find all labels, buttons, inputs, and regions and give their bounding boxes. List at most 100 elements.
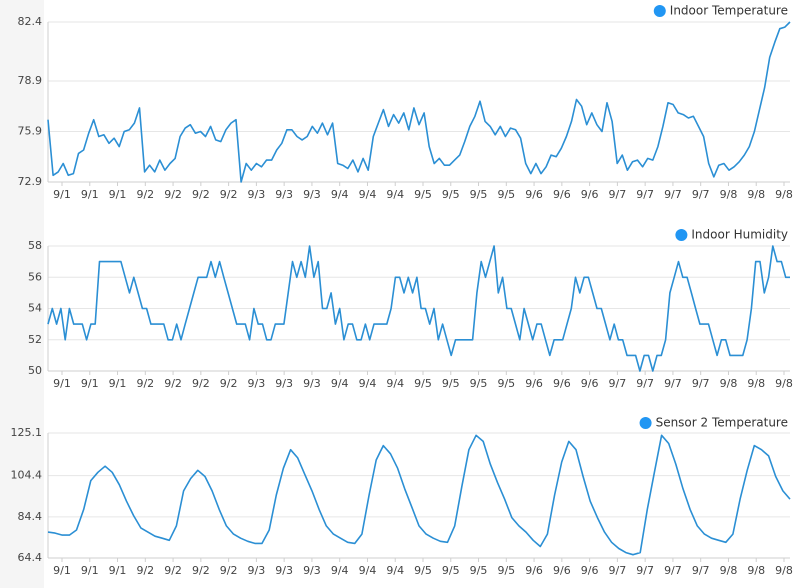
x-tick-label: 9/7 <box>692 377 710 390</box>
x-tick-label: 9/4 <box>331 377 349 390</box>
x-tick-label: 9/5 <box>414 564 432 577</box>
x-tick-label: 9/2 <box>192 564 210 577</box>
x-tick-label: 9/4 <box>386 188 404 201</box>
x-tick-label: 9/8 <box>720 188 738 201</box>
legend-marker <box>653 5 666 17</box>
x-tick-label: 9/2 <box>136 377 154 390</box>
legend-marker <box>675 229 688 241</box>
x-tick-label: 9/3 <box>248 188 266 201</box>
y-tick-label: 104.4 <box>11 469 43 482</box>
data-line <box>47 434 791 556</box>
y-tick-label: 64.4 <box>18 551 43 564</box>
x-tick-label: 9/3 <box>275 377 293 390</box>
x-tick-label: 9/5 <box>470 564 488 577</box>
data-line <box>47 245 790 372</box>
y-tick-label: 54 <box>28 302 42 315</box>
x-tick-label: 9/1 <box>53 564 71 577</box>
x-tick-label: 9/2 <box>164 564 182 577</box>
x-tick-label: 9/2 <box>192 188 210 201</box>
y-tick-label: 72.9 <box>18 175 43 188</box>
legend-label: Indoor Temperature <box>670 4 788 18</box>
x-tick-label: 9/2 <box>220 188 238 201</box>
x-tick-label: 9/8 <box>747 377 765 390</box>
x-tick-label: 9/1 <box>81 377 99 390</box>
x-tick-label: 9/4 <box>359 188 377 201</box>
x-tick-label: 9/8 <box>720 564 738 577</box>
x-tick-label: 9/3 <box>248 377 266 390</box>
x-tick-label: 9/6 <box>553 188 571 201</box>
legend-label: Indoor Humidity <box>691 228 788 242</box>
x-tick-label: 9/1 <box>81 564 99 577</box>
x-tick-label: 9/8 <box>720 377 738 390</box>
x-tick-label: 9/7 <box>664 188 682 201</box>
x-tick-label: 9/8 <box>775 377 793 390</box>
y-tick-label: 56 <box>28 270 42 283</box>
x-tick-label: 9/5 <box>497 377 515 390</box>
x-tick-label: 9/2 <box>192 377 210 390</box>
x-tick-label: 9/5 <box>497 188 515 201</box>
x-tick-label: 9/7 <box>636 377 654 390</box>
x-tick-label: 9/1 <box>109 188 127 201</box>
x-tick-label: 9/6 <box>581 377 599 390</box>
x-tick-label: 9/7 <box>636 188 654 201</box>
x-tick-label: 9/2 <box>136 188 154 201</box>
x-tick-label: 9/3 <box>275 564 293 577</box>
x-tick-label: 9/8 <box>775 188 793 201</box>
x-tick-label: 9/2 <box>220 377 238 390</box>
x-tick-label: 9/6 <box>553 564 571 577</box>
x-tick-label: 9/2 <box>220 564 238 577</box>
x-tick-label: 9/4 <box>386 564 404 577</box>
x-tick-label: 9/8 <box>747 564 765 577</box>
x-tick-label: 9/7 <box>609 564 627 577</box>
x-tick-label: 9/8 <box>775 564 793 577</box>
panel <box>44 0 800 588</box>
x-tick-label: 9/5 <box>442 377 460 390</box>
x-tick-label: 9/4 <box>359 564 377 577</box>
x-tick-label: 9/5 <box>442 564 460 577</box>
x-tick-label: 9/5 <box>414 188 432 201</box>
x-tick-label: 9/6 <box>553 377 571 390</box>
x-tick-label: 9/1 <box>53 188 71 201</box>
x-tick-label: 9/5 <box>414 377 432 390</box>
x-tick-label: 9/1 <box>53 377 71 390</box>
x-tick-label: 9/7 <box>609 188 627 201</box>
x-tick-label: 9/5 <box>470 188 488 201</box>
y-tick-label: 52 <box>28 333 42 346</box>
x-tick-label: 9/4 <box>386 377 404 390</box>
x-tick-label: 9/3 <box>248 564 266 577</box>
x-tick-label: 9/4 <box>331 564 349 577</box>
x-tick-label: 9/7 <box>692 564 710 577</box>
legend-label: Sensor 2 Temperature <box>656 416 788 430</box>
legend-marker <box>639 417 652 429</box>
x-tick-label: 9/3 <box>275 188 293 201</box>
x-tick-label: 9/8 <box>747 188 765 201</box>
x-tick-label: 9/2 <box>164 377 182 390</box>
x-tick-label: 9/5 <box>497 564 515 577</box>
y-tick-label: 58 <box>28 239 42 252</box>
x-tick-label: 9/5 <box>442 188 460 201</box>
x-tick-label: 9/6 <box>525 188 543 201</box>
x-tick-label: 9/1 <box>109 564 127 577</box>
x-tick-label: 9/3 <box>303 377 321 390</box>
y-tick-label: 75.9 <box>18 124 43 137</box>
x-tick-label: 9/4 <box>331 188 349 201</box>
x-tick-label: 9/5 <box>470 377 488 390</box>
x-tick-label: 9/6 <box>581 564 599 577</box>
x-tick-label: 9/2 <box>136 564 154 577</box>
x-tick-label: 9/7 <box>664 564 682 577</box>
data-line <box>47 21 791 183</box>
x-tick-label: 9/7 <box>609 377 627 390</box>
x-tick-label: 9/7 <box>636 564 654 577</box>
x-tick-label: 9/6 <box>525 377 543 390</box>
y-tick-label: 82.4 <box>18 15 43 28</box>
x-tick-label: 9/6 <box>525 564 543 577</box>
y-tick-label: 50 <box>28 364 42 377</box>
y-tick-label: 125.1 <box>11 426 43 439</box>
x-tick-label: 9/1 <box>81 188 99 201</box>
x-tick-label: 9/6 <box>581 188 599 201</box>
y-tick-label: 84.4 <box>18 510 43 523</box>
y-tick-label: 78.9 <box>18 74 43 87</box>
x-tick-label: 9/3 <box>303 564 321 577</box>
x-tick-label: 9/3 <box>303 188 321 201</box>
